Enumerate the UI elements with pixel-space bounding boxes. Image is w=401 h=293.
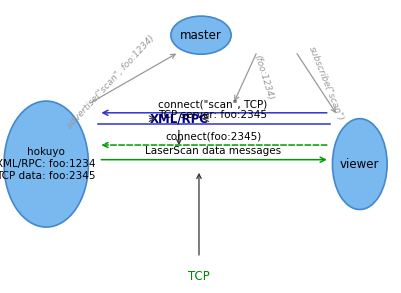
Text: viewer: viewer [339,158,379,171]
Text: connect("scan", TCP): connect("scan", TCP) [158,99,267,109]
Ellipse shape [4,101,88,227]
Text: XML/RPC: XML/RPC [149,112,208,125]
Text: subscribe("scan"): subscribe("scan") [306,45,344,122]
Text: TCP: TCP [188,270,209,283]
Ellipse shape [170,16,231,54]
Text: (foo:1234): (foo:1234) [251,54,274,101]
Text: master: master [180,29,221,42]
Ellipse shape [332,119,386,209]
Text: LaserScan data messages: LaserScan data messages [145,146,280,156]
Text: connect(foo:2345): connect(foo:2345) [164,131,261,141]
Text: advertise("scan", foo:1234): advertise("scan", foo:1234) [65,34,156,131]
Text: TCP server: foo:2345: TCP server: foo:2345 [158,110,267,120]
Text: hokuyo
XML/RPC: foo:1234
TCP data: foo:2345: hokuyo XML/RPC: foo:1234 TCP data: foo:2… [0,147,96,181]
